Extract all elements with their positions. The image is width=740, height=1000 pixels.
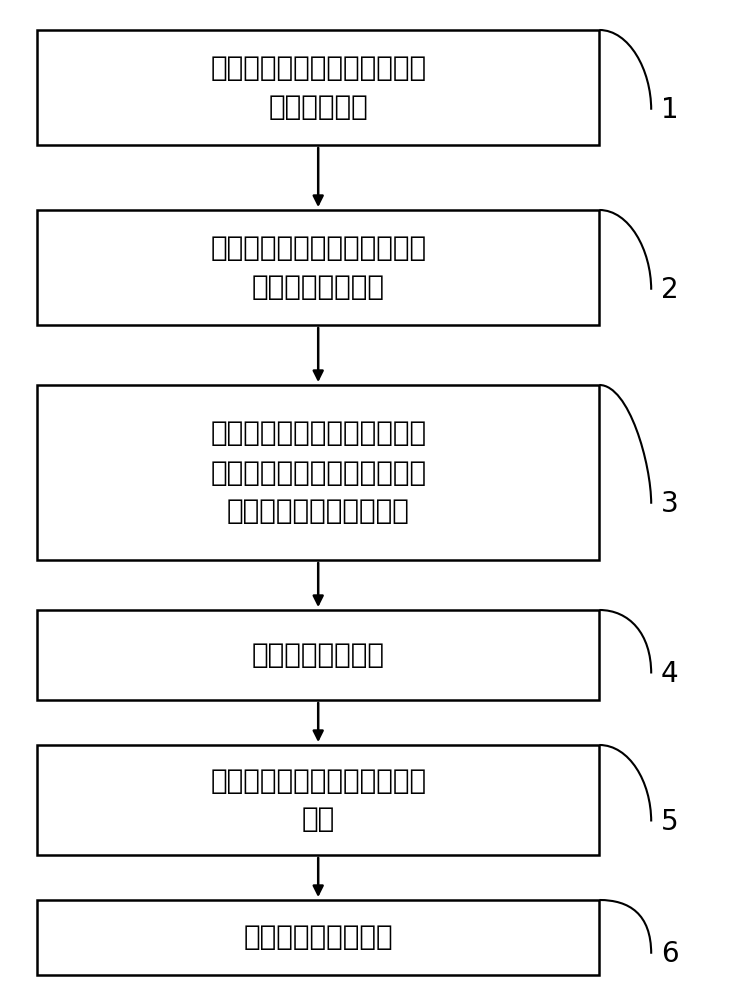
Bar: [37, 610, 599, 700]
Text: 1: 1: [661, 96, 679, 124]
Text: 在多量子阱层上制作选择区域
外延介质掩模图形: 在多量子阱层上制作选择区域 外延介质掩模图形: [210, 234, 426, 301]
Text: 4: 4: [661, 660, 679, 688]
Text: 在光栅上生长接触层: 在光栅上生长接触层: [243, 924, 393, 952]
Text: 在衬底上外延生长下分别限制
层及量子阱层: 在衬底上外延生长下分别限制 层及量子阱层: [210, 54, 426, 121]
Bar: [37, 30, 599, 145]
Text: 在上分别限制层上大面积制作
光栅: 在上分别限制层上大面积制作 光栅: [210, 766, 426, 834]
Bar: [37, 385, 599, 560]
Text: 3: 3: [661, 490, 679, 518]
Text: 去掉介质掩膜图形: 去掉介质掩膜图形: [252, 641, 385, 669]
Text: 2: 2: [661, 276, 679, 304]
Bar: [37, 210, 599, 325]
Text: 5: 5: [661, 808, 679, 836]
Bar: [37, 745, 599, 855]
Bar: [37, 900, 599, 975]
Text: 6: 6: [661, 940, 679, 968]
Text: 选择区域外延生长上分别限制
层，使不同的激光器单元具有
不同厚度的上分别限制层: 选择区域外延生长上分别限制 层，使不同的激光器单元具有 不同厚度的上分别限制层: [210, 420, 426, 526]
